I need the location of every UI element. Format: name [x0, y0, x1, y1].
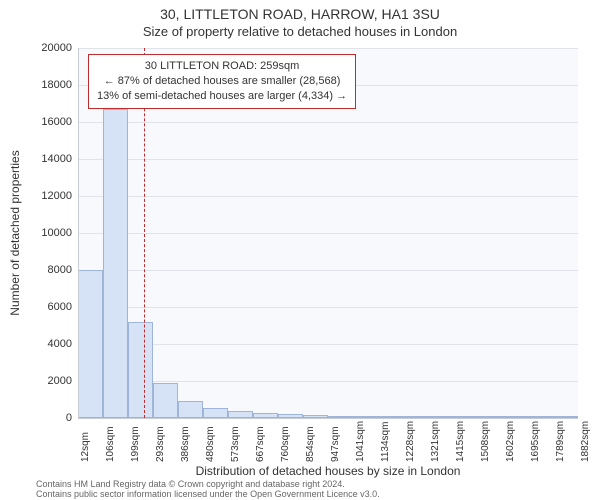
y-tick-label: 2000: [12, 375, 72, 387]
x-tick-label: 1321sqm: [430, 421, 441, 462]
x-tick-label: 106sqm: [105, 426, 116, 462]
x-tick-label: 1134sqm: [380, 422, 391, 462]
x-tick-label: 199sqm: [130, 426, 141, 462]
x-tick-label: 480sqm: [205, 426, 216, 462]
x-tick-label: 1602sqm: [505, 421, 516, 462]
histogram-bar: [78, 270, 103, 418]
gridline: [78, 159, 578, 160]
gridline: [78, 381, 578, 382]
histogram-bar: [228, 411, 253, 418]
y-tick-label: 4000: [12, 338, 72, 350]
property-size-histogram: 30, LITTLETON ROAD, HARROW, HA1 3SU Size…: [0, 0, 600, 500]
gridline: [78, 344, 578, 345]
annotation-line-2: ← 87% of detached houses are smaller (28…: [97, 74, 347, 89]
y-tick-label: 20000: [12, 42, 72, 54]
histogram-bar: [103, 109, 128, 418]
y-tick-label: 12000: [12, 190, 72, 202]
x-tick-label: 667sqm: [255, 426, 266, 462]
chart-subtitle: Size of property relative to detached ho…: [0, 24, 600, 39]
x-tick-label: 1415sqm: [455, 421, 466, 462]
y-tick-label: 14000: [12, 153, 72, 165]
data-source-footer: Contains HM Land Registry data © Crown c…: [36, 480, 380, 500]
chart-title: 30, LITTLETON ROAD, HARROW, HA1 3SU: [0, 6, 600, 22]
y-tick-label: 10000: [12, 227, 72, 239]
reference-annotation: 30 LITTLETON ROAD: 259sqm← 87% of detach…: [88, 54, 356, 109]
histogram-bar: [203, 408, 228, 418]
x-tick-label: 947sqm: [330, 426, 341, 462]
annotation-line-1: 30 LITTLETON ROAD: 259sqm: [97, 59, 347, 74]
y-tick-label: 0: [12, 412, 72, 424]
x-tick-label: 386sqm: [180, 426, 191, 462]
y-tick-label: 8000: [12, 264, 72, 276]
y-tick-label: 16000: [12, 116, 72, 128]
gridline: [78, 196, 578, 197]
x-tick-label: 760sqm: [280, 426, 291, 462]
x-tick-label: 1882sqm: [580, 421, 591, 462]
x-tick-label: 1508sqm: [480, 421, 491, 462]
x-tick-label: 1789sqm: [555, 421, 566, 462]
gridline: [78, 233, 578, 234]
y-tick-label: 6000: [12, 301, 72, 313]
x-axis-title: Distribution of detached houses by size …: [78, 464, 578, 478]
histogram-bar: [153, 383, 178, 418]
x-tick-label: 854sqm: [305, 426, 316, 462]
x-axis-line: [78, 418, 578, 419]
y-axis-line: [78, 48, 79, 418]
footer-line-2: Contains public sector information licen…: [36, 490, 380, 500]
x-tick-label: 1695sqm: [530, 421, 541, 462]
histogram-bar: [178, 401, 203, 418]
gridline: [78, 307, 578, 308]
x-tick-label: 12sqm: [80, 432, 91, 462]
annotation-line-3: 13% of semi-detached houses are larger (…: [97, 89, 347, 104]
y-tick-label: 18000: [12, 79, 72, 91]
histogram-bar: [128, 322, 153, 418]
gridline: [78, 122, 578, 123]
x-tick-label: 293sqm: [155, 426, 166, 462]
x-tick-label: 1228sqm: [405, 421, 416, 462]
x-tick-label: 1041sqm: [355, 421, 366, 462]
gridline: [78, 270, 578, 271]
gridline: [78, 48, 578, 49]
x-tick-label: 573sqm: [230, 426, 241, 462]
